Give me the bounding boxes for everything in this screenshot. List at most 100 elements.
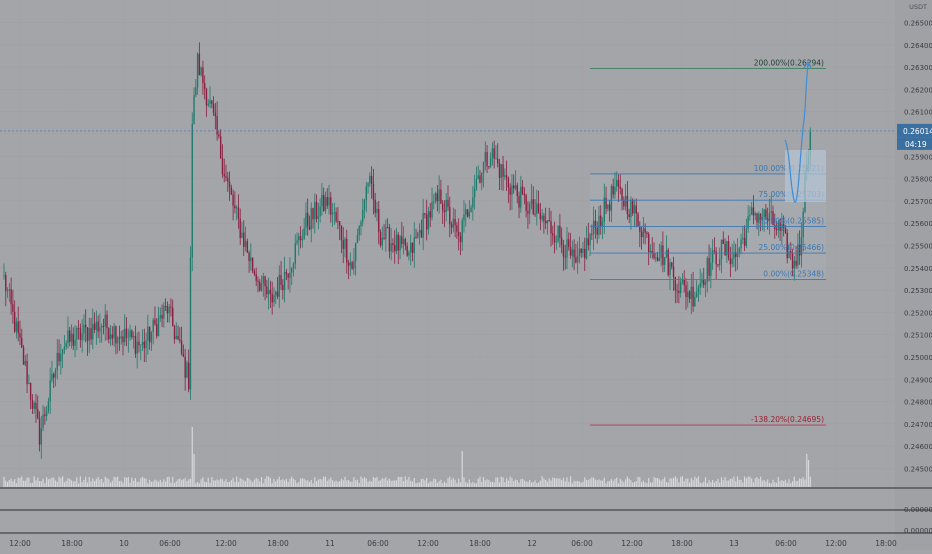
volume-bar xyxy=(280,480,282,487)
candle-body xyxy=(505,175,508,178)
volume-bar xyxy=(454,479,456,487)
price-tick-label: 0.24600 xyxy=(904,443,932,451)
candle-body xyxy=(402,239,405,244)
volume-bar xyxy=(179,478,181,487)
candle-body xyxy=(347,262,350,266)
candle-body xyxy=(104,314,106,327)
volume-bar xyxy=(331,480,334,487)
candle-body xyxy=(395,234,398,252)
candle-body xyxy=(388,227,391,252)
candle-body xyxy=(269,289,272,294)
volume-bar xyxy=(717,479,719,487)
candle-body xyxy=(314,202,316,220)
candle-body xyxy=(470,207,472,213)
time-tick-label: 18:00 xyxy=(61,539,83,548)
volume-bar xyxy=(530,482,533,487)
candle-body xyxy=(275,291,277,296)
volume-bar xyxy=(204,481,206,487)
candle-body xyxy=(35,402,37,410)
volume-bar xyxy=(555,478,557,487)
candle-body xyxy=(397,234,399,251)
candle-body xyxy=(457,231,460,237)
indicator-panel-background xyxy=(0,488,895,534)
volume-bar xyxy=(182,479,184,487)
candle-body xyxy=(331,212,334,215)
volume-bar xyxy=(134,478,137,487)
candle-body xyxy=(338,221,341,226)
candle-body xyxy=(37,409,39,419)
candle-body xyxy=(218,134,220,137)
candle-body xyxy=(8,289,11,291)
volume-bar xyxy=(305,480,307,487)
candle-body xyxy=(186,362,188,378)
volume-bar xyxy=(653,477,655,487)
volume-bar xyxy=(92,478,94,487)
candle-body xyxy=(669,262,671,275)
candle-body xyxy=(86,327,89,341)
candle-body xyxy=(795,260,797,266)
volume-bar xyxy=(783,481,785,487)
volume-bar xyxy=(498,482,501,487)
candle-body xyxy=(90,328,92,340)
volume-bar xyxy=(310,480,312,487)
volume-bar xyxy=(109,482,112,487)
candle-body xyxy=(527,210,529,214)
volume-bar xyxy=(527,482,529,487)
candle-body xyxy=(157,318,160,337)
volume-bar xyxy=(14,479,16,487)
candle-body xyxy=(154,319,156,325)
volume-bar xyxy=(465,482,467,487)
candle-body xyxy=(537,203,540,213)
candle-body xyxy=(260,283,263,291)
candle-body xyxy=(685,285,687,298)
volume-bar xyxy=(619,478,621,487)
volume-bar xyxy=(165,481,167,487)
volume-bar xyxy=(166,477,168,487)
candle-body xyxy=(788,251,790,259)
volume-bar xyxy=(511,478,513,487)
volume-bar xyxy=(553,478,556,487)
candle-body xyxy=(491,148,494,158)
candle-body xyxy=(768,212,771,222)
volume-bar xyxy=(637,476,639,487)
volume-bar xyxy=(314,477,316,487)
candle-body xyxy=(40,428,42,445)
volume-bar xyxy=(545,479,547,487)
volume-bar xyxy=(490,481,492,487)
candle-body xyxy=(209,100,211,104)
candle-body xyxy=(344,238,346,249)
volume-bar xyxy=(534,480,536,487)
candle-body xyxy=(315,202,318,219)
volume-bar xyxy=(319,478,321,487)
projection-path[interactable] xyxy=(784,60,826,203)
volume-bar xyxy=(285,478,287,487)
volume-bar xyxy=(308,481,311,487)
volume-bar xyxy=(278,476,280,487)
volume-bar xyxy=(685,478,687,487)
candle-body xyxy=(177,335,179,340)
candle-body xyxy=(745,228,748,246)
time-axis[interactable]: 12:00 18:00 10 06:00 12:00 18:00 11 06:00 12:00 1… xyxy=(9,539,897,548)
candle-body xyxy=(143,341,146,349)
candle-body xyxy=(372,183,375,200)
price-axis[interactable]: USDT 0.26500 0.26400 0.26300 0.26200 0.26100 0… xyxy=(904,3,932,535)
volume-bar xyxy=(378,480,380,487)
candle-body xyxy=(188,362,190,390)
volume-bar xyxy=(788,479,790,487)
volume-bar xyxy=(347,480,350,487)
volume-bar xyxy=(362,478,364,487)
candle-body xyxy=(749,214,751,217)
volume-tick-label: 0.00000 xyxy=(904,527,932,535)
candle-body xyxy=(429,211,431,218)
candle-body xyxy=(225,176,227,178)
candle-body xyxy=(671,262,673,267)
candle-body xyxy=(264,276,266,287)
candle-body xyxy=(628,214,630,217)
volume-bar xyxy=(337,481,339,487)
candle-body xyxy=(299,236,302,241)
volume-bar xyxy=(90,481,92,487)
volume-bar xyxy=(456,483,458,487)
candle-body xyxy=(736,253,739,257)
candle-body xyxy=(180,340,183,354)
